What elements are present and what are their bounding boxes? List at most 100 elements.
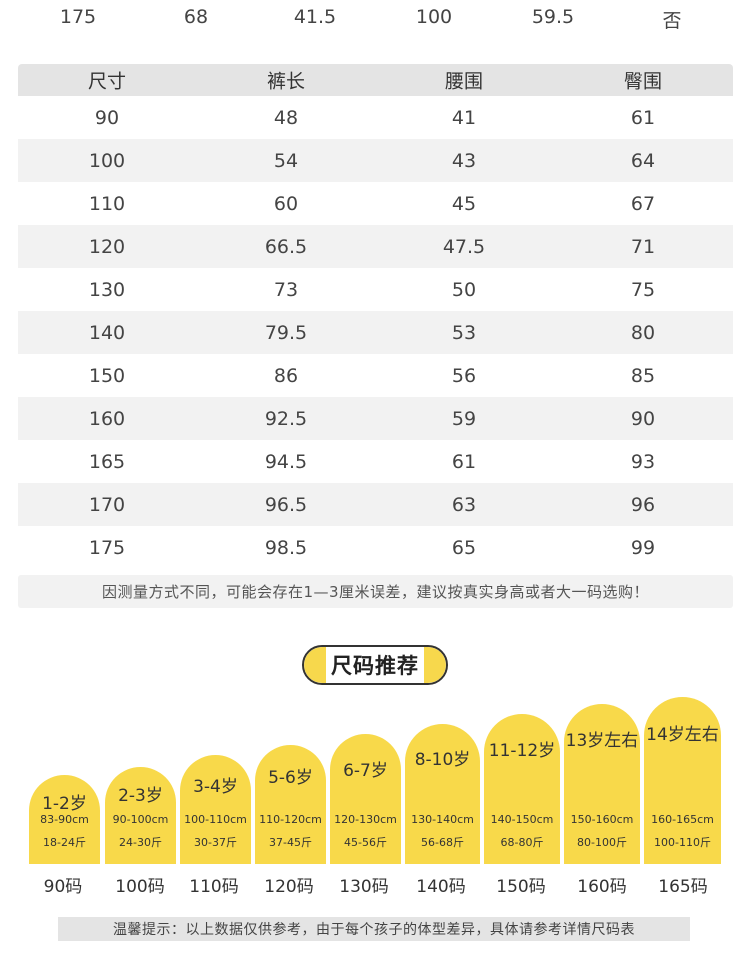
- size-bar: 3-4岁 100-110cm 30-37斤: [180, 755, 251, 864]
- height-label: 130-140cm: [411, 813, 474, 826]
- size-bar: 6-7岁 120-130cm 45-56斤: [330, 734, 401, 864]
- height-label: 90-100cm: [112, 813, 169, 826]
- height-label: 140-150cm: [490, 813, 554, 826]
- table-cell: 63: [451, 493, 477, 516]
- height-label: 160-165cm: [651, 813, 714, 826]
- table-cell: 165: [88, 450, 126, 473]
- table-cell: 75: [630, 278, 656, 301]
- table-row: 110 60 45 67: [18, 182, 733, 225]
- table-row: 175 98.5 65 99: [18, 526, 733, 569]
- title-cap-left: [304, 647, 326, 683]
- table-cell: 94.5: [264, 450, 308, 473]
- table-cell: 92.5: [264, 407, 308, 430]
- table-cell: 53: [451, 321, 477, 344]
- size-bar: 13岁左右 150-160cm 80-100斤: [564, 704, 640, 864]
- table-cell: 85: [630, 364, 656, 387]
- table-cell: 61: [451, 450, 477, 473]
- table-cell: 150: [88, 364, 126, 387]
- size-label: 140码: [416, 877, 466, 897]
- size-label: 150码: [496, 877, 546, 897]
- age-label: 11-12岁: [488, 741, 556, 761]
- table-cell: 56: [451, 364, 477, 387]
- size-bar: 14岁左右 160-165cm 100-110斤: [644, 697, 721, 864]
- table-cell: 96: [630, 493, 656, 516]
- table-row: 90 48 41 61: [18, 96, 733, 139]
- size-label: 110码: [189, 877, 239, 897]
- previous-table-last-row: 175 68 41.5 100 59.5 否: [18, 0, 733, 38]
- age-label: 3-4岁: [193, 777, 238, 797]
- table-cell: 130: [88, 278, 126, 301]
- table-row: 160 92.5 59 90: [18, 397, 733, 440]
- size-bar: 1-2岁 83-90cm 18-24斤: [29, 775, 100, 864]
- table-row: 140 79.5 53 80: [18, 311, 733, 354]
- table-cell: 45: [451, 192, 477, 215]
- size-label: 165码: [658, 877, 708, 897]
- age-label: 8-10岁: [414, 750, 471, 770]
- table-header: 尺寸 裤长 腰围 臀围: [18, 64, 733, 96]
- height-label: 110-120cm: [259, 813, 322, 826]
- table-cell: 175: [88, 536, 126, 559]
- height-label: 120-130cm: [334, 813, 397, 826]
- table-cell: 50: [451, 278, 477, 301]
- tip-bar: 温馨提示：以上数据仅供参考，由于每个孩子的体型差异，具体请参考详情尺码表: [58, 917, 690, 941]
- header-hip: 臀围: [623, 70, 663, 93]
- size-label: 160码: [577, 877, 627, 897]
- size-label: 130码: [339, 877, 389, 897]
- table-cell: 61: [630, 106, 656, 129]
- table-cell: 140: [88, 321, 126, 344]
- table-cell: 73: [273, 278, 299, 301]
- header-length: 裤长: [266, 70, 306, 93]
- size-label: 100码: [115, 877, 165, 897]
- age-label: 1-2岁: [42, 794, 87, 814]
- age-label: 13岁左右: [565, 731, 639, 751]
- table-cell: 65: [451, 536, 477, 559]
- table-cell: 99: [630, 536, 656, 559]
- table-cell: 54: [273, 149, 299, 172]
- height-label: 150-160cm: [570, 813, 634, 826]
- table-cell: 64: [630, 149, 656, 172]
- age-label: 5-6岁: [268, 768, 313, 788]
- size-label: 90码: [43, 877, 83, 897]
- size-bar: 8-10岁 130-140cm 56-68斤: [405, 724, 480, 864]
- cell: 68: [183, 6, 209, 28]
- cell: 否: [662, 10, 682, 32]
- table-cell: 47.5: [442, 235, 486, 258]
- cell: 100: [415, 6, 453, 28]
- table-cell: 79.5: [264, 321, 308, 344]
- table-cell: 93: [630, 450, 656, 473]
- table-cell: 110: [88, 192, 126, 215]
- table-cell: 80: [630, 321, 656, 344]
- weight-label: 24-30斤: [119, 836, 162, 849]
- table-cell: 67: [630, 192, 656, 215]
- table-row: 120 66.5 47.5 71: [18, 225, 733, 268]
- table-cell: 43: [451, 149, 477, 172]
- measurement-note: 因测量方式不同，可能会存在1—3厘米误差，建议按真实身高或者大一码选购！: [18, 575, 733, 608]
- table-row: 130 73 50 75: [18, 268, 733, 311]
- size-bar: 11-12岁 140-150cm 68-80斤: [484, 714, 560, 864]
- height-label: 83-90cm: [40, 813, 89, 826]
- size-bar: 2-3岁 90-100cm 24-30斤: [105, 767, 176, 864]
- table-cell: 90: [630, 407, 656, 430]
- table-cell: 170: [88, 493, 126, 516]
- table-cell: 98.5: [264, 536, 308, 559]
- table-row: 150 86 56 85: [18, 354, 733, 397]
- table-cell: 90: [94, 106, 120, 129]
- table-cell: 66.5: [264, 235, 308, 258]
- weight-label: 56-68斤: [421, 836, 464, 849]
- age-label: 2-3岁: [118, 786, 163, 806]
- title-text: 尺码推荐: [331, 654, 419, 678]
- table-cell: 100: [88, 149, 126, 172]
- title-cap-right: [424, 647, 446, 683]
- cell: 59.5: [531, 6, 575, 28]
- weight-label: 80-100斤: [577, 836, 627, 849]
- weight-label: 30-37斤: [194, 836, 237, 849]
- table-cell: 71: [630, 235, 656, 258]
- size-bar: 5-6岁 110-120cm 37-45斤: [255, 745, 326, 864]
- header-waist: 腰围: [444, 70, 484, 93]
- table-cell: 59: [451, 407, 477, 430]
- weight-label: 45-56斤: [344, 836, 387, 849]
- table-cell: 48: [273, 106, 299, 129]
- weight-label: 37-45斤: [269, 836, 312, 849]
- weight-label: 18-24斤: [43, 836, 86, 849]
